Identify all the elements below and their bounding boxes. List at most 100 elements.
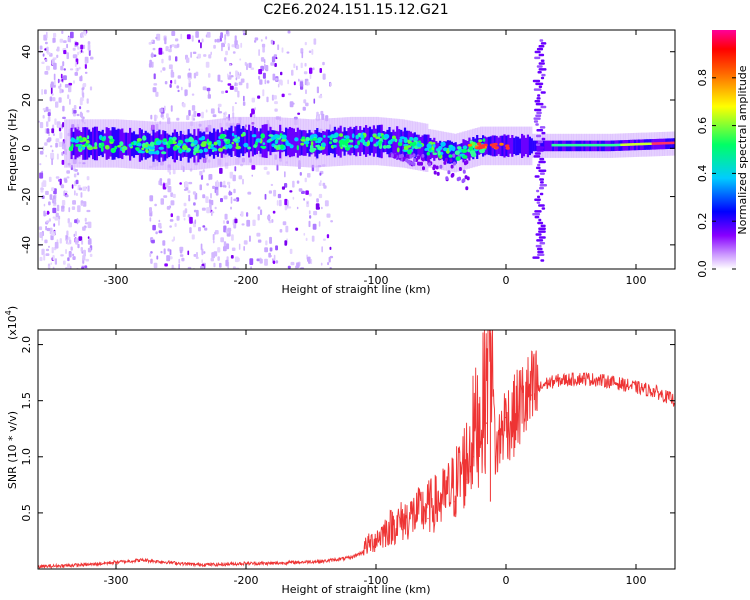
spectrogram-speckle xyxy=(262,89,265,97)
spectrogram-core-right xyxy=(628,143,630,146)
spectrogram-speckle xyxy=(312,223,317,230)
spectrogram-core-right xyxy=(634,143,637,146)
spectrogram-speckle xyxy=(276,200,279,206)
spectrogram-speckle xyxy=(263,166,268,170)
spectrogram-speckle xyxy=(72,256,76,260)
spectrogram-speckle xyxy=(260,39,263,42)
spectrogram-core xyxy=(360,134,364,139)
spectrogram-core-right xyxy=(652,142,655,145)
spectrogram-core xyxy=(353,144,359,149)
spectrogram-speckle xyxy=(275,78,278,81)
spectrogram-tail xyxy=(443,160,447,165)
spectrogram-speckle xyxy=(88,49,91,56)
spectrogram-core xyxy=(213,141,218,146)
snr-y-tick-label: 0.5 xyxy=(20,504,33,522)
spectrogram-speckle xyxy=(224,111,227,116)
spectrogram-speckle xyxy=(202,86,207,91)
spectrogram-speckle xyxy=(184,93,187,97)
spectrogram-speckle xyxy=(175,56,178,62)
spectrogram-speckle xyxy=(168,64,173,70)
spectrogram-band-body xyxy=(495,135,498,156)
spectrogram-band-body xyxy=(248,124,251,158)
spectrogram-core xyxy=(223,138,228,142)
spectrogram-speckle xyxy=(228,190,231,196)
spectrogram-speckle xyxy=(272,260,276,264)
spectrogram-speckle xyxy=(72,200,76,205)
spectrogram-speckle xyxy=(223,220,225,224)
spectrogram-core xyxy=(268,134,274,137)
spectrogram-speckle xyxy=(230,196,233,204)
spectrogram-speckle xyxy=(191,35,194,42)
spectrogram-band-body xyxy=(162,130,165,162)
spectrogram-speckle xyxy=(227,83,232,86)
snr-point xyxy=(479,445,481,447)
spectrogram-band-body xyxy=(115,129,118,158)
spectrogram-tail xyxy=(390,153,394,158)
spectrogram-core xyxy=(262,142,266,146)
spectrogram-speckle xyxy=(174,79,177,85)
spectrogram-speckle xyxy=(80,192,83,198)
spectrogram-speckle xyxy=(188,68,191,71)
spectrogram-speckle xyxy=(273,95,277,100)
snr-point xyxy=(323,560,325,562)
spectrogram-speckle xyxy=(312,67,315,71)
spectrogram-core xyxy=(281,139,286,142)
spectrogram-speckle xyxy=(263,59,266,64)
spectrogram-core xyxy=(177,142,182,147)
spectrogram-speckle xyxy=(53,84,56,88)
spectrogram-content xyxy=(38,30,675,269)
spectrogram-core xyxy=(190,143,195,147)
spectrogram-spike xyxy=(538,62,545,65)
spectrogram-speckle xyxy=(76,192,78,196)
spectrogram-speckle xyxy=(152,87,157,93)
spectrogram-band-body xyxy=(263,124,266,158)
spectrogram-core xyxy=(332,144,337,148)
spectrogram-speckle xyxy=(170,105,173,112)
spectrogram-speckle xyxy=(259,258,263,264)
spectrogram-speckle xyxy=(198,39,200,43)
spectrogram-core-right xyxy=(589,143,591,147)
spectrogram-speckle xyxy=(59,88,62,94)
spectrogram-speckle xyxy=(219,262,222,268)
spectrogram-speckle xyxy=(160,70,162,73)
spectrogram-speckle xyxy=(49,96,53,102)
spectrogram-speckle xyxy=(58,219,60,226)
spectrogram-spike xyxy=(537,221,544,225)
spectrogram-speckle xyxy=(211,211,215,214)
spectrogram-core xyxy=(462,155,468,159)
spectrogram-band-body xyxy=(156,131,159,161)
spectrogram-speckle xyxy=(265,240,268,246)
spectrogram-speckle xyxy=(206,87,211,92)
spectrogram-core xyxy=(468,145,474,151)
spectrogram-speckle xyxy=(210,108,215,114)
spectrogram-speckle xyxy=(320,180,322,183)
spectrogram-speckle xyxy=(81,266,85,269)
spectrogram-speckle xyxy=(269,236,272,244)
spectrogram-band-body xyxy=(127,132,130,156)
spectrogram-speckle xyxy=(288,93,292,96)
spectrogram-core-right xyxy=(638,142,641,146)
spectrogram-band-body xyxy=(283,132,286,152)
spectrogram-speckle xyxy=(239,72,242,77)
spectrogram-speckle xyxy=(153,73,156,80)
spectrogram-spike xyxy=(539,126,546,129)
spectrogram-band-body xyxy=(509,138,512,154)
spectrogram-spike xyxy=(535,114,542,117)
snr-point xyxy=(654,391,657,393)
spectrogram-speckle xyxy=(65,194,69,198)
spectrogram-tail xyxy=(407,159,411,164)
spectrogram-speckle xyxy=(252,219,256,226)
spectrogram-speckle xyxy=(208,54,212,59)
spectrogram-core xyxy=(369,136,374,143)
spectrogram-speckle xyxy=(298,78,300,82)
spectrogram-spike xyxy=(536,239,544,242)
spectrogram-speckle xyxy=(231,44,235,48)
spectrogram-speckle xyxy=(226,220,229,224)
spectrogram-speckle xyxy=(72,253,75,257)
spectrogram-core xyxy=(240,133,245,137)
spectrogram-core xyxy=(218,142,221,147)
spectrogram-speckle xyxy=(41,248,45,256)
spectrogram-core xyxy=(294,137,299,142)
spectrogram-core-right xyxy=(615,143,617,147)
spectrogram-spike xyxy=(541,73,546,77)
